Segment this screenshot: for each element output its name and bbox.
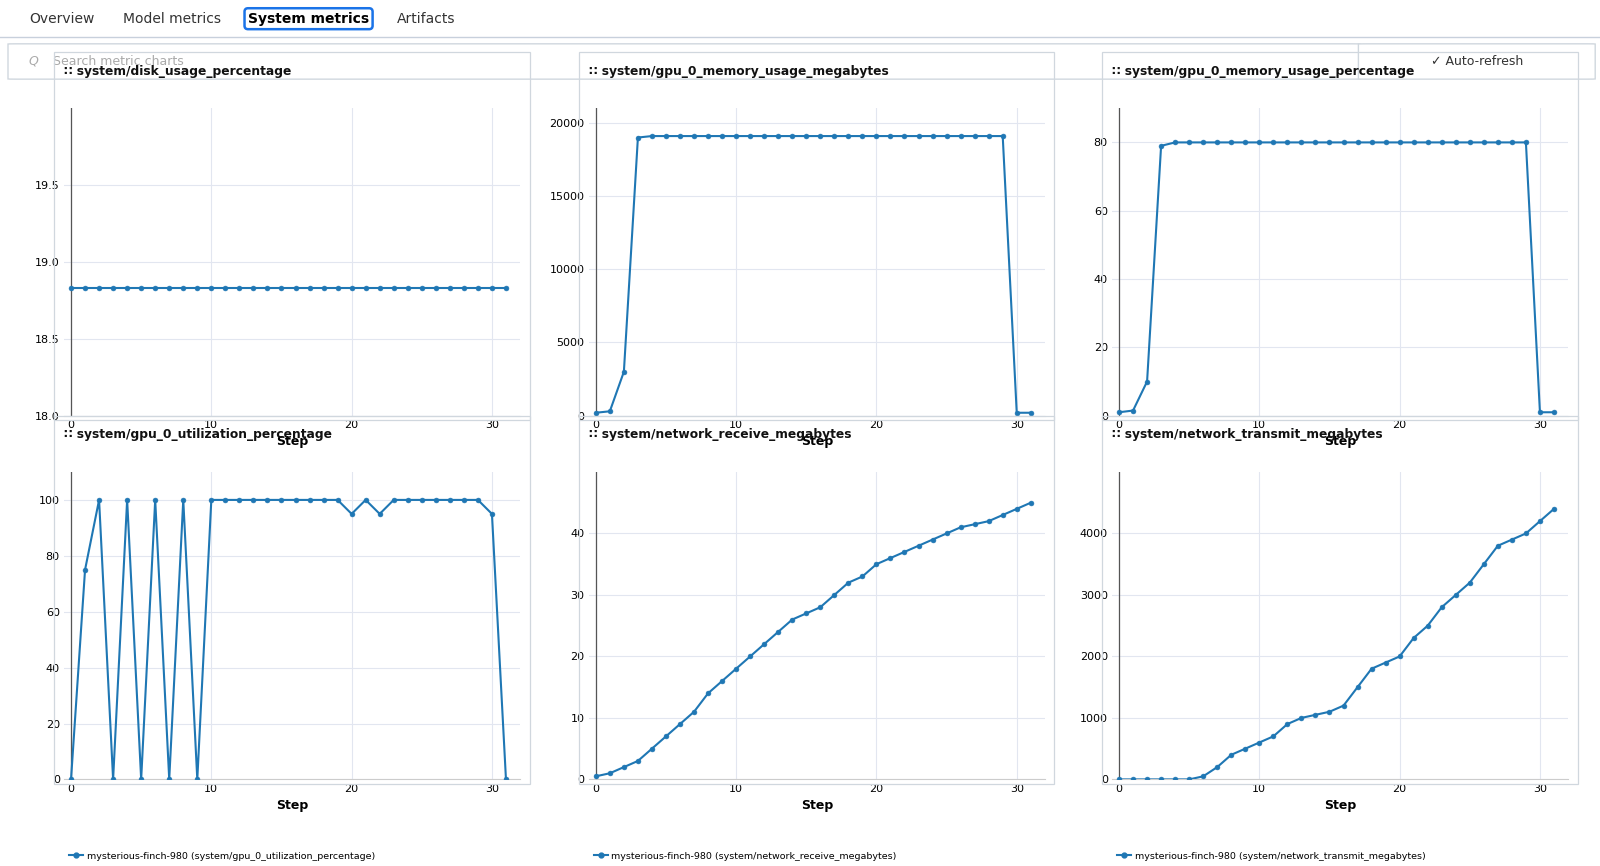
Legend: mysterious-finch-980 (system/gpu_0_memory_usage_percentage): mysterious-finch-980 (system/gpu_0_memor… [1117,488,1450,497]
Text: System metrics: System metrics [248,12,370,26]
Text: Artifacts: Artifacts [397,12,456,26]
Legend: mysterious-finch-980 (system/network_transmit_megabytes): mysterious-finch-980 (system/network_tra… [1117,852,1426,861]
Text: Search metric charts: Search metric charts [53,55,184,68]
X-axis label: Step: Step [800,436,834,449]
Text: ∷ system/gpu_0_memory_usage_megabytes: ∷ system/gpu_0_memory_usage_megabytes [589,64,888,77]
Legend: mysterious-finch-980 (system/disk_usage_percentage): mysterious-finch-980 (system/disk_usage_… [69,488,347,497]
Text: ∷ system/disk_usage_percentage: ∷ system/disk_usage_percentage [64,64,291,77]
Text: ∷ system/gpu_0_memory_usage_percentage: ∷ system/gpu_0_memory_usage_percentage [1112,64,1414,77]
Text: ∷ system/gpu_0_utilization_percentage: ∷ system/gpu_0_utilization_percentage [64,428,333,442]
X-axis label: Step: Step [275,799,309,812]
Text: Model metrics: Model metrics [123,12,221,26]
X-axis label: Step: Step [275,436,309,449]
Text: ✓ Auto-refresh: ✓ Auto-refresh [1430,55,1523,68]
Legend: mysterious-finch-980 (system/gpu_0_memory_usage_megabytes): mysterious-finch-980 (system/gpu_0_memor… [594,488,925,497]
Legend: mysterious-finch-980 (system/network_receive_megabytes): mysterious-finch-980 (system/network_rec… [594,852,898,861]
Legend: mysterious-finch-980 (system/gpu_0_utilization_percentage): mysterious-finch-980 (system/gpu_0_utili… [69,852,374,861]
Text: Q: Q [29,55,38,68]
Text: ∷ system/network_transmit_megabytes: ∷ system/network_transmit_megabytes [1112,428,1382,442]
X-axis label: Step: Step [1323,799,1357,812]
X-axis label: Step: Step [800,799,834,812]
FancyBboxPatch shape [1358,44,1595,79]
Text: ∷ system/network_receive_megabytes: ∷ system/network_receive_megabytes [589,428,851,442]
Text: Overview: Overview [29,12,94,26]
X-axis label: Step: Step [1323,436,1357,449]
FancyBboxPatch shape [8,44,1360,79]
